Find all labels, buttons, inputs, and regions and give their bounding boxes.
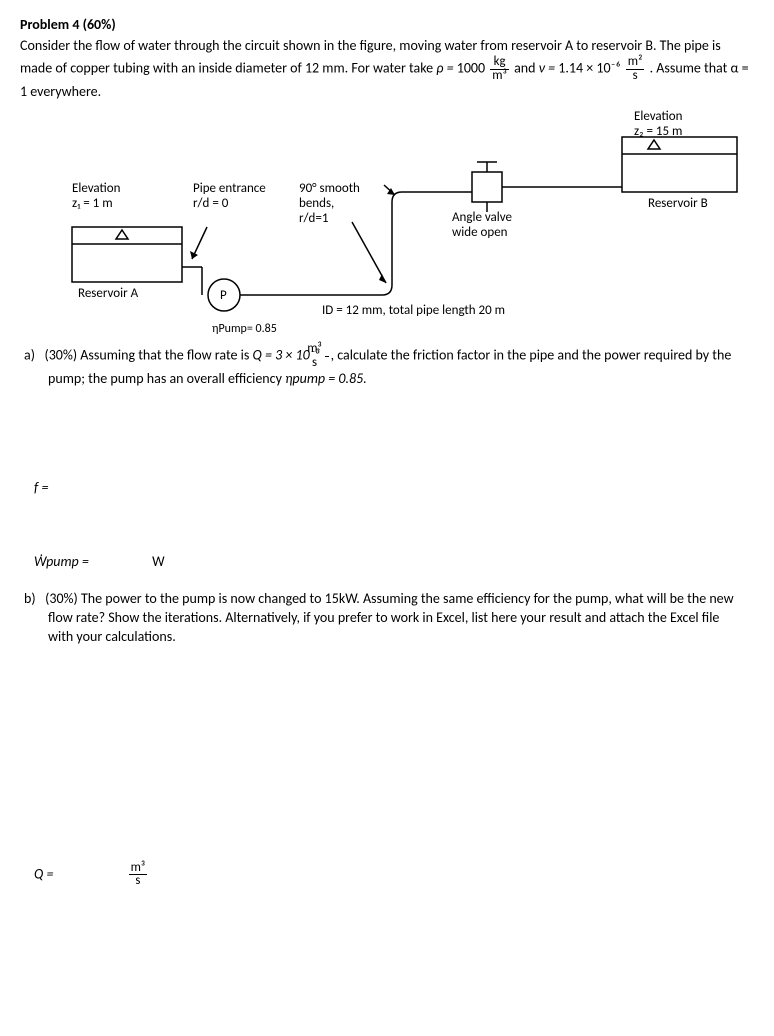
nu-value: 1.14 × 10⁻⁶ [558, 60, 620, 77]
eta-expr: ηpump = 0.85. [285, 370, 367, 387]
rho-value: 1000 [457, 60, 485, 77]
eta-pump-label: ηPump= 0.85 [212, 323, 277, 337]
reservoir-a-label: Reservoir A [78, 287, 138, 302]
nu-unit: m²s [626, 56, 645, 83]
elevation-label-a: Elevation [72, 182, 120, 197]
q-answer-label: Q = [34, 865, 53, 882]
nu-unit-den: s [626, 70, 645, 83]
part-a-pct: (30%) Assuming that the flow rate is [44, 347, 252, 364]
rho-unit: kgm³ [490, 56, 509, 83]
w-unit: W [152, 553, 164, 570]
qb-unit-den: s [129, 875, 148, 888]
elevation-label-b: Elevation [634, 110, 682, 125]
reservoir-b-label: Reservoir B [648, 197, 708, 212]
wide-open-text: wide open [452, 226, 512, 241]
rho-symbol: ρ = [436, 60, 456, 77]
bends-label: 90° smooth bends, r/d=1 [299, 182, 360, 227]
w-answer-slot: Ẇpump = W [34, 553, 754, 572]
pipe-circuit-diagram: Elevation z₁ = 1 m Elevation z₂ = 15 m R… [32, 107, 742, 337]
z2-value: z₂ = 15 m [634, 125, 682, 140]
nu-symbol: ν = [539, 60, 559, 77]
problem-statement: Consider the flow of water through the c… [20, 37, 754, 102]
part-a: a) (30%) Assuming that the flow rate is … [48, 343, 754, 389]
pipe-entrance-text: Pipe entrance [193, 182, 266, 197]
q-answer-slot: Q = m³s [34, 862, 754, 889]
f-answer-slot: f = [34, 479, 754, 498]
id-pipe-label: ID = 12 mm, total pipe length 20 m [322, 304, 505, 319]
z1-elev-label: Elevation z₁ = 1 m [72, 182, 120, 212]
bends-text2: bends, [299, 197, 360, 212]
w-answer-label: Ẇpump = [34, 553, 89, 570]
and-text: and [514, 60, 539, 77]
pipe-entrance-label: Pipe entrance r/d = 0 [193, 182, 266, 212]
q-answer-unit: m³s [129, 862, 148, 889]
q-unit-den: s [325, 357, 329, 370]
part-b-label: b) [24, 590, 36, 607]
bends-text1: 90° smooth [299, 182, 360, 197]
part-b-text: (30%) The power to the pump is now chang… [45, 590, 733, 645]
z2-elev-label: Elevation z₂ = 15 m [634, 110, 682, 140]
part-b: b) (30%) The power to the pump is now ch… [48, 590, 754, 647]
q-unit: m³s [325, 343, 329, 370]
problem-title: Problem 4 (60%) [20, 16, 754, 35]
rd1: r/d=1 [299, 212, 360, 227]
rho-unit-den: m³ [490, 70, 509, 83]
q-unit-num: m³ [325, 343, 329, 357]
rd0: r/d = 0 [193, 197, 266, 212]
part-a-label: a) [24, 347, 35, 364]
f-answer-label: f = [34, 479, 48, 496]
angle-valve-label: Angle valve wide open [452, 211, 512, 241]
z1-value: z₁ = 1 m [72, 197, 120, 212]
angle-valve-text: Angle valve [452, 211, 512, 226]
pump-label: P [220, 289, 227, 304]
